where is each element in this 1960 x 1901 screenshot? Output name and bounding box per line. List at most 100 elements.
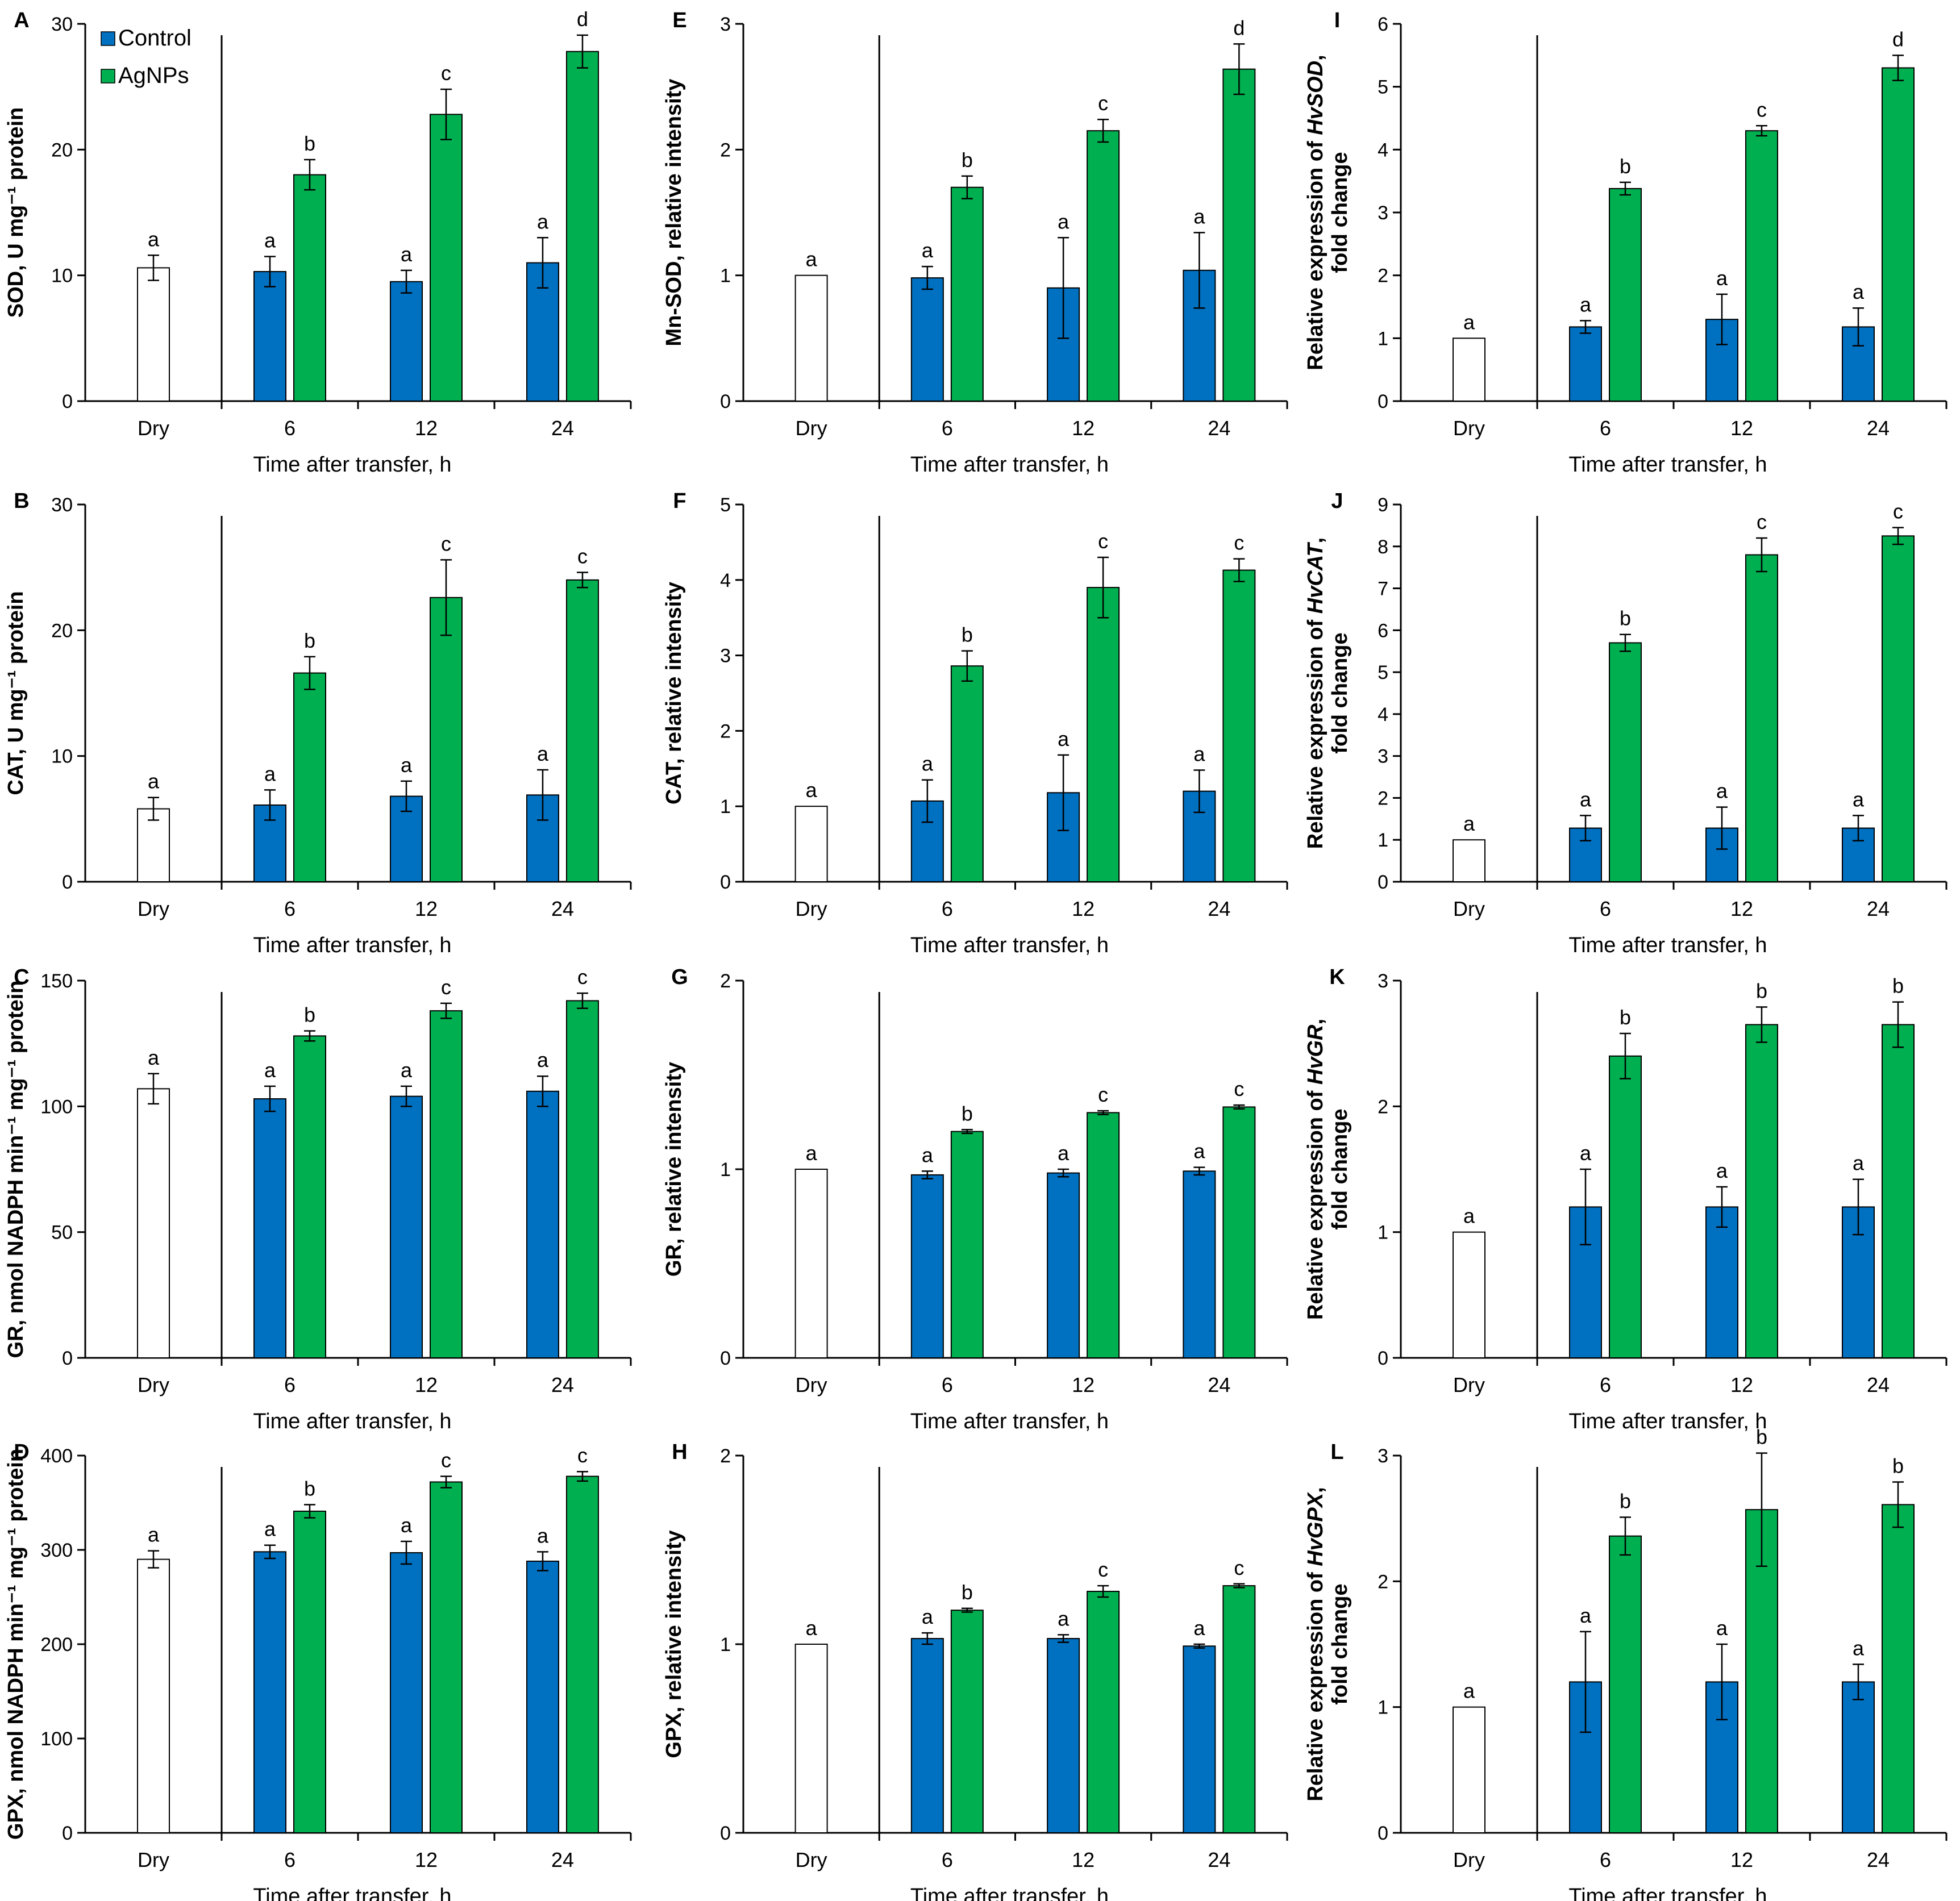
x-tick-label: 6	[1600, 897, 1611, 920]
significance-letter: d	[577, 7, 588, 31]
x-tick-label: Dry	[796, 897, 827, 920]
bar	[1745, 554, 1778, 882]
y-tick-label: 2	[720, 139, 731, 161]
significance-letter: d	[1892, 27, 1904, 51]
significance-letter: a	[537, 742, 549, 765]
x-tick-label: 12	[415, 1848, 438, 1871]
x-axis-label: Time after transfer, h	[253, 1885, 451, 1901]
y-axis-label: GPX, nmol NADPH min⁻¹ mg⁻¹ protein	[4, 1449, 28, 1840]
significance-letter: b	[962, 1581, 973, 1604]
bar	[1453, 839, 1485, 882]
x-axis-label: Time after transfer, h	[1568, 453, 1767, 477]
y-label-gene: HvCAT	[1304, 542, 1328, 614]
bar	[430, 1010, 463, 1358]
significance-letter: a	[1058, 210, 1070, 233]
x-tick-label: 6	[284, 1373, 296, 1396]
panel-letter: K	[1329, 965, 1345, 989]
x-axis-label: Time after transfer, h	[253, 1410, 451, 1433]
bar	[1609, 1055, 1642, 1359]
x-tick-label: 24	[551, 1373, 574, 1396]
y-tick-label: 1	[1378, 328, 1388, 349]
bar	[1183, 1645, 1216, 1834]
significance-letter: c	[1234, 1077, 1244, 1100]
significance-letter: b	[1620, 1006, 1631, 1029]
panel-letter: A	[14, 9, 29, 32]
significance-letter: a	[922, 239, 934, 262]
x-tick-label: 6	[284, 416, 296, 440]
bar	[1222, 68, 1256, 402]
x-axis-label: Time after transfer, h	[910, 1885, 1109, 1901]
x-tick-label: 24	[1208, 1848, 1230, 1871]
bar	[950, 1610, 984, 1833]
bar	[1745, 130, 1778, 402]
significance-letter: a	[264, 228, 276, 252]
x-tick-label: 12	[415, 1373, 438, 1396]
significance-letter: a	[401, 753, 413, 777]
x-tick-label: 24	[1208, 897, 1230, 920]
significance-letter: b	[1756, 1425, 1767, 1449]
y-axis-label: Relative expression of HvGPX,	[1304, 1487, 1328, 1801]
bar	[794, 1644, 828, 1833]
x-tick-label: 6	[1600, 416, 1611, 440]
y-tick-label: 1	[720, 1634, 731, 1656]
bar	[1745, 1024, 1778, 1358]
x-tick-label: 24	[1208, 1373, 1230, 1396]
legend-swatch	[101, 31, 115, 46]
x-tick-label: 24	[1208, 416, 1230, 440]
y-label-suffix: ,	[1304, 1019, 1328, 1025]
significance-letter: b	[304, 629, 315, 652]
significance-letter: a	[148, 227, 160, 251]
chart-panel-B: 0 10 20 30 Dry a 6 a b 12 a c 24 a c Time after transfe…	[4, 489, 632, 957]
bar	[910, 277, 944, 402]
significance-letter: c	[577, 545, 588, 568]
x-tick-label: 24	[1867, 1848, 1890, 1871]
significance-letter: a	[537, 1048, 549, 1072]
bar	[137, 1088, 170, 1358]
x-tick-label: 6	[942, 1373, 953, 1396]
y-tick-label: 4	[1378, 139, 1388, 161]
bar	[253, 1551, 286, 1834]
y-tick-label: 50	[51, 1222, 73, 1244]
y-tick-label: 3	[720, 645, 731, 667]
significance-letter: a	[1853, 1636, 1865, 1660]
significance-letter: a	[806, 1616, 818, 1640]
y-label-prefix: Relative expression of	[1304, 614, 1328, 849]
y-tick-label: 1	[720, 265, 731, 287]
x-tick-label: Dry	[138, 897, 169, 920]
significance-letter: c	[1098, 1558, 1108, 1581]
significance-letter: a	[148, 770, 160, 793]
significance-letter: a	[922, 752, 934, 776]
x-tick-label: Dry	[1453, 1373, 1485, 1396]
y-label-suffix: ,	[1304, 537, 1328, 544]
bar	[526, 1560, 559, 1833]
x-tick-label: 12	[1072, 416, 1095, 440]
significance-letter: a	[401, 1514, 413, 1537]
bar	[293, 672, 326, 882]
significance-letter: a	[1193, 1616, 1205, 1640]
significance-letter: b	[304, 1477, 315, 1500]
bar	[1705, 1206, 1738, 1358]
y-tick-label: 20	[51, 139, 73, 161]
y-axis-label: Relative expression of HvGR,	[1304, 1019, 1328, 1320]
x-tick-label: 6	[942, 1848, 953, 1871]
y-axis-label: GR, relative intensity	[662, 1062, 686, 1277]
bar	[1047, 1638, 1080, 1834]
bar	[293, 174, 326, 402]
significance-letter: a	[148, 1046, 160, 1069]
y-tick-label: 0	[62, 391, 73, 412]
significance-letter: a	[537, 210, 549, 233]
bar	[526, 1090, 559, 1358]
x-tick-label: 6	[284, 1848, 296, 1871]
x-tick-label: 6	[942, 897, 953, 920]
legend-label: Control	[118, 26, 192, 51]
y-tick-label: 0	[62, 1823, 73, 1844]
bar	[430, 1481, 463, 1833]
x-tick-label: 6	[1600, 1373, 1611, 1396]
bar	[1453, 1231, 1485, 1359]
significance-letter: a	[401, 243, 413, 266]
